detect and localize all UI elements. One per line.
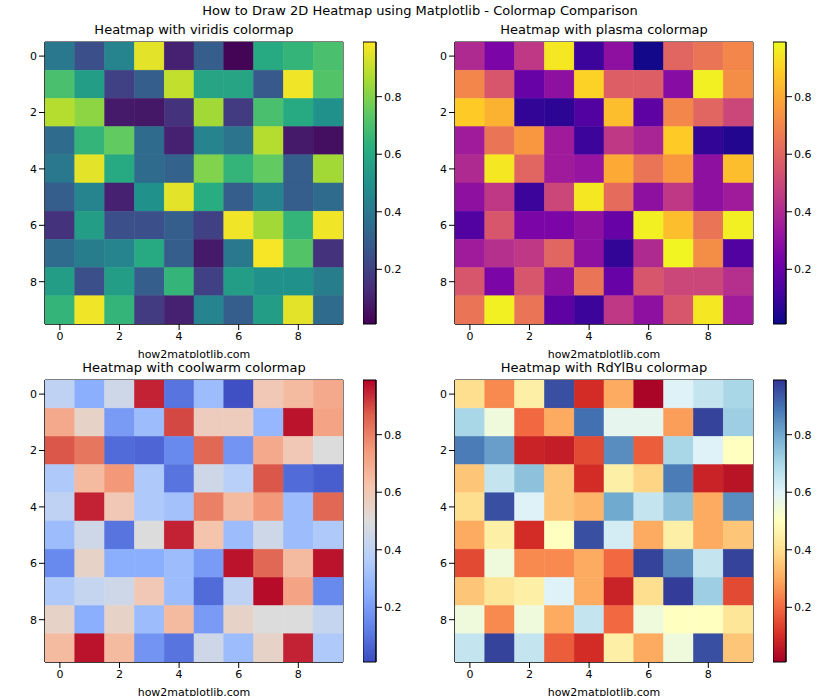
svg-text:6: 6 <box>235 668 242 681</box>
svg-text:6: 6 <box>440 557 447 570</box>
svg-text:0: 0 <box>56 330 63 343</box>
svg-text:4: 4 <box>176 668 183 681</box>
svg-text:0.6: 0.6 <box>384 486 402 499</box>
svg-text:6: 6 <box>645 330 652 343</box>
svg-text:4: 4 <box>586 668 593 681</box>
svg-text:0: 0 <box>466 668 473 681</box>
svg-text:8: 8 <box>295 668 302 681</box>
svg-text:8: 8 <box>705 668 712 681</box>
svg-text:0.2: 0.2 <box>384 601 402 614</box>
svg-text:0.6: 0.6 <box>794 486 812 499</box>
svg-text:4: 4 <box>30 163 37 176</box>
svg-text:0: 0 <box>56 668 63 681</box>
html-text:Heatmap with coolwarm colormap: Heatmap with coolwarm colormap <box>82 360 306 375</box>
svg-text:0.6: 0.6 <box>794 148 812 161</box>
svg-text:0.8: 0.8 <box>384 91 402 104</box>
html-text:Heatmap with plasma colormap: Heatmap with plasma colormap <box>500 22 708 37</box>
svg-text:8: 8 <box>440 276 447 289</box>
svg-text:0: 0 <box>440 388 447 401</box>
svg-text:2: 2 <box>116 668 123 681</box>
svg-text:2: 2 <box>526 330 533 343</box>
svg-text:how2matplotlib.com: how2matplotlib.com <box>138 348 251 358</box>
svg-text:6: 6 <box>440 219 447 232</box>
svg-text:0.4: 0.4 <box>794 206 812 219</box>
svg-text:0.4: 0.4 <box>384 206 402 219</box>
svg-text:6: 6 <box>645 668 652 681</box>
svg-text:2: 2 <box>30 106 37 119</box>
svg-text:0.2: 0.2 <box>384 263 402 276</box>
svg-text:how2matplotlib.com: how2matplotlib.com <box>138 686 251 696</box>
svg-text:4: 4 <box>440 163 447 176</box>
svg-text:0: 0 <box>466 330 473 343</box>
svg-text:8: 8 <box>440 614 447 627</box>
svg-text:6: 6 <box>30 557 37 570</box>
svg-text:how2matplotlib.com: how2matplotlib.com <box>548 348 661 358</box>
svg-text:0.8: 0.8 <box>794 91 812 104</box>
svg-text:0.4: 0.4 <box>384 544 402 557</box>
svg-text:0.4: 0.4 <box>794 544 812 557</box>
svg-text:0: 0 <box>30 388 37 401</box>
svg-text:4: 4 <box>440 501 447 514</box>
svg-text:4: 4 <box>586 330 593 343</box>
html-text:Heatmap with viridis colormap: Heatmap with viridis colormap <box>94 22 294 37</box>
html-text:How to Draw 2D Heatmap using M: How to Draw 2D Heatmap using Matplotlib … <box>202 3 638 18</box>
svg-text:0.2: 0.2 <box>794 601 812 614</box>
svg-text:0.8: 0.8 <box>384 429 402 442</box>
svg-text:6: 6 <box>235 330 242 343</box>
svg-text:4: 4 <box>30 501 37 514</box>
svg-text:0: 0 <box>440 50 447 63</box>
svg-text:0.6: 0.6 <box>384 148 402 161</box>
svg-text:2: 2 <box>116 330 123 343</box>
svg-text:2: 2 <box>30 444 37 457</box>
html-text:Heatmap with RdYlBu colormap: Heatmap with RdYlBu colormap <box>500 360 708 375</box>
svg-text:8: 8 <box>30 276 37 289</box>
svg-text:4: 4 <box>176 330 183 343</box>
svg-text:2: 2 <box>440 106 447 119</box>
svg-text:6: 6 <box>30 219 37 232</box>
svg-text:0: 0 <box>30 50 37 63</box>
svg-text:8: 8 <box>30 614 37 627</box>
svg-text:0.2: 0.2 <box>794 263 812 276</box>
svg-text:2: 2 <box>440 444 447 457</box>
svg-text:8: 8 <box>705 330 712 343</box>
svg-text:how2matplotlib.com: how2matplotlib.com <box>548 686 661 696</box>
svg-text:0.8: 0.8 <box>794 429 812 442</box>
svg-text:8: 8 <box>295 330 302 343</box>
svg-text:2: 2 <box>526 668 533 681</box>
